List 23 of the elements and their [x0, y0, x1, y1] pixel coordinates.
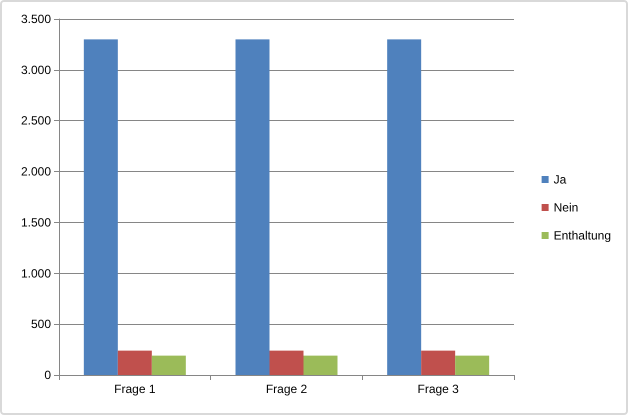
bar: [118, 350, 152, 375]
y-tick-label: 3.500: [20, 12, 52, 26]
legend-label: Nein: [554, 200, 578, 214]
bar: [304, 356, 338, 375]
bar: [236, 39, 270, 375]
legend-label: Enthaltung: [554, 228, 612, 242]
bar: [270, 350, 304, 375]
bar: [152, 356, 186, 375]
y-tick-label: 2.500: [20, 114, 52, 128]
y-tick-label: 3.000: [20, 62, 52, 77]
x-tick-label: Frage 3: [417, 382, 460, 396]
x-tick-label: Frage 2: [266, 382, 308, 396]
y-tick-label: 1.000: [20, 266, 52, 280]
bar: [84, 39, 118, 375]
bar: [387, 39, 422, 375]
x-tick-label: Frage 1: [114, 382, 156, 396]
y-tick-label: 500: [30, 317, 52, 332]
y-tick-label: 2.000: [20, 164, 52, 179]
bar: [421, 350, 456, 375]
y-tick-label: 0: [44, 368, 52, 382]
bar: [455, 356, 490, 375]
y-tick-label: 1.500: [20, 215, 52, 230]
legend-label: Ja: [554, 172, 567, 186]
